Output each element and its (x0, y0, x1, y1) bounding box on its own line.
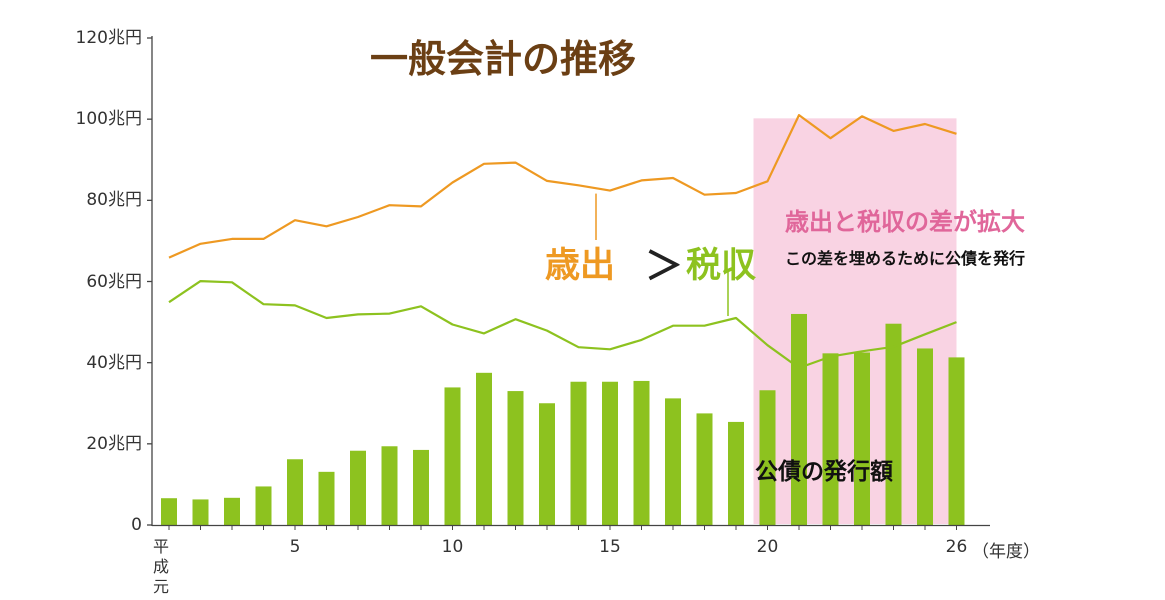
bond-bar-10 (444, 387, 461, 525)
bond-bar-8 (381, 446, 398, 525)
x-tick-label-heisei-gannen: 平成 元 (148, 537, 174, 597)
greater-than-label: ＞ (645, 244, 684, 288)
x-tick-label-10: 10 (441, 537, 464, 557)
expenditure-line (168, 113, 957, 259)
tax-revenue-label: 税収 (686, 246, 757, 286)
x-tick-first-top: 平成 (152, 537, 169, 576)
bond-bar-4 (255, 486, 272, 525)
bond-bar-23 (854, 352, 870, 525)
bond-bar-3 (224, 497, 240, 525)
x-tick-label-26: 26 (945, 537, 968, 557)
bond-bar-18 (696, 413, 713, 525)
bond-bar-13 (539, 403, 555, 525)
x-axis-unit-label: （年度） (972, 542, 1040, 562)
expenditure-label: 歳出 (545, 246, 616, 286)
bond-bar-21 (791, 313, 807, 525)
y-tick-label-0: 0 (131, 515, 142, 535)
bond-bar-22 (822, 353, 839, 525)
bond-bar-1 (161, 498, 177, 525)
bond-bar-17 (665, 398, 681, 525)
chart-title: 一般会計の推移 (370, 37, 637, 81)
bond-bar-2 (192, 499, 209, 525)
x-tick-label-15: 15 (599, 537, 621, 557)
bond-bar-24 (885, 323, 902, 525)
bond-bar-7 (350, 450, 366, 525)
gap-widening-label: 歳出と税収の差が拡大 (785, 208, 1025, 236)
bond-bar-25 (917, 348, 933, 525)
y-tick-label-100: 100兆円 (75, 109, 142, 130)
bond-bar-20 (759, 390, 776, 525)
bond-bar-15 (602, 381, 618, 525)
bond-bar-16 (633, 380, 650, 525)
x-tick-label-5: 5 (289, 537, 301, 557)
bond-bar-26 (948, 357, 965, 525)
bond-bar-12 (507, 391, 524, 525)
y-tick-label-40: 40兆円 (86, 352, 142, 373)
y-tick-label-120: 120兆円 (75, 28, 142, 48)
bond-bar-5 (287, 459, 303, 525)
bond-bar-19 (728, 421, 744, 525)
x-tick-label-20: 20 (756, 537, 779, 557)
gap-subtitle-label: この差を埋めるために公債を発行 (785, 249, 1026, 268)
bond-bar-11 (476, 372, 492, 525)
bond-issuance-label: 公債の発行額 (755, 459, 893, 485)
y-tick-label-20: 20兆円 (86, 433, 142, 454)
bond-bar-6 (318, 471, 335, 525)
bond-bar-14 (570, 381, 587, 525)
y-tick-label-80: 80兆円 (86, 190, 142, 211)
y-tick-label-60: 60兆円 (86, 271, 142, 292)
x-tick-first-bottom: 元 (152, 577, 169, 596)
bond-bar-9 (413, 449, 429, 525)
tax-revenue-line (168, 280, 957, 369)
